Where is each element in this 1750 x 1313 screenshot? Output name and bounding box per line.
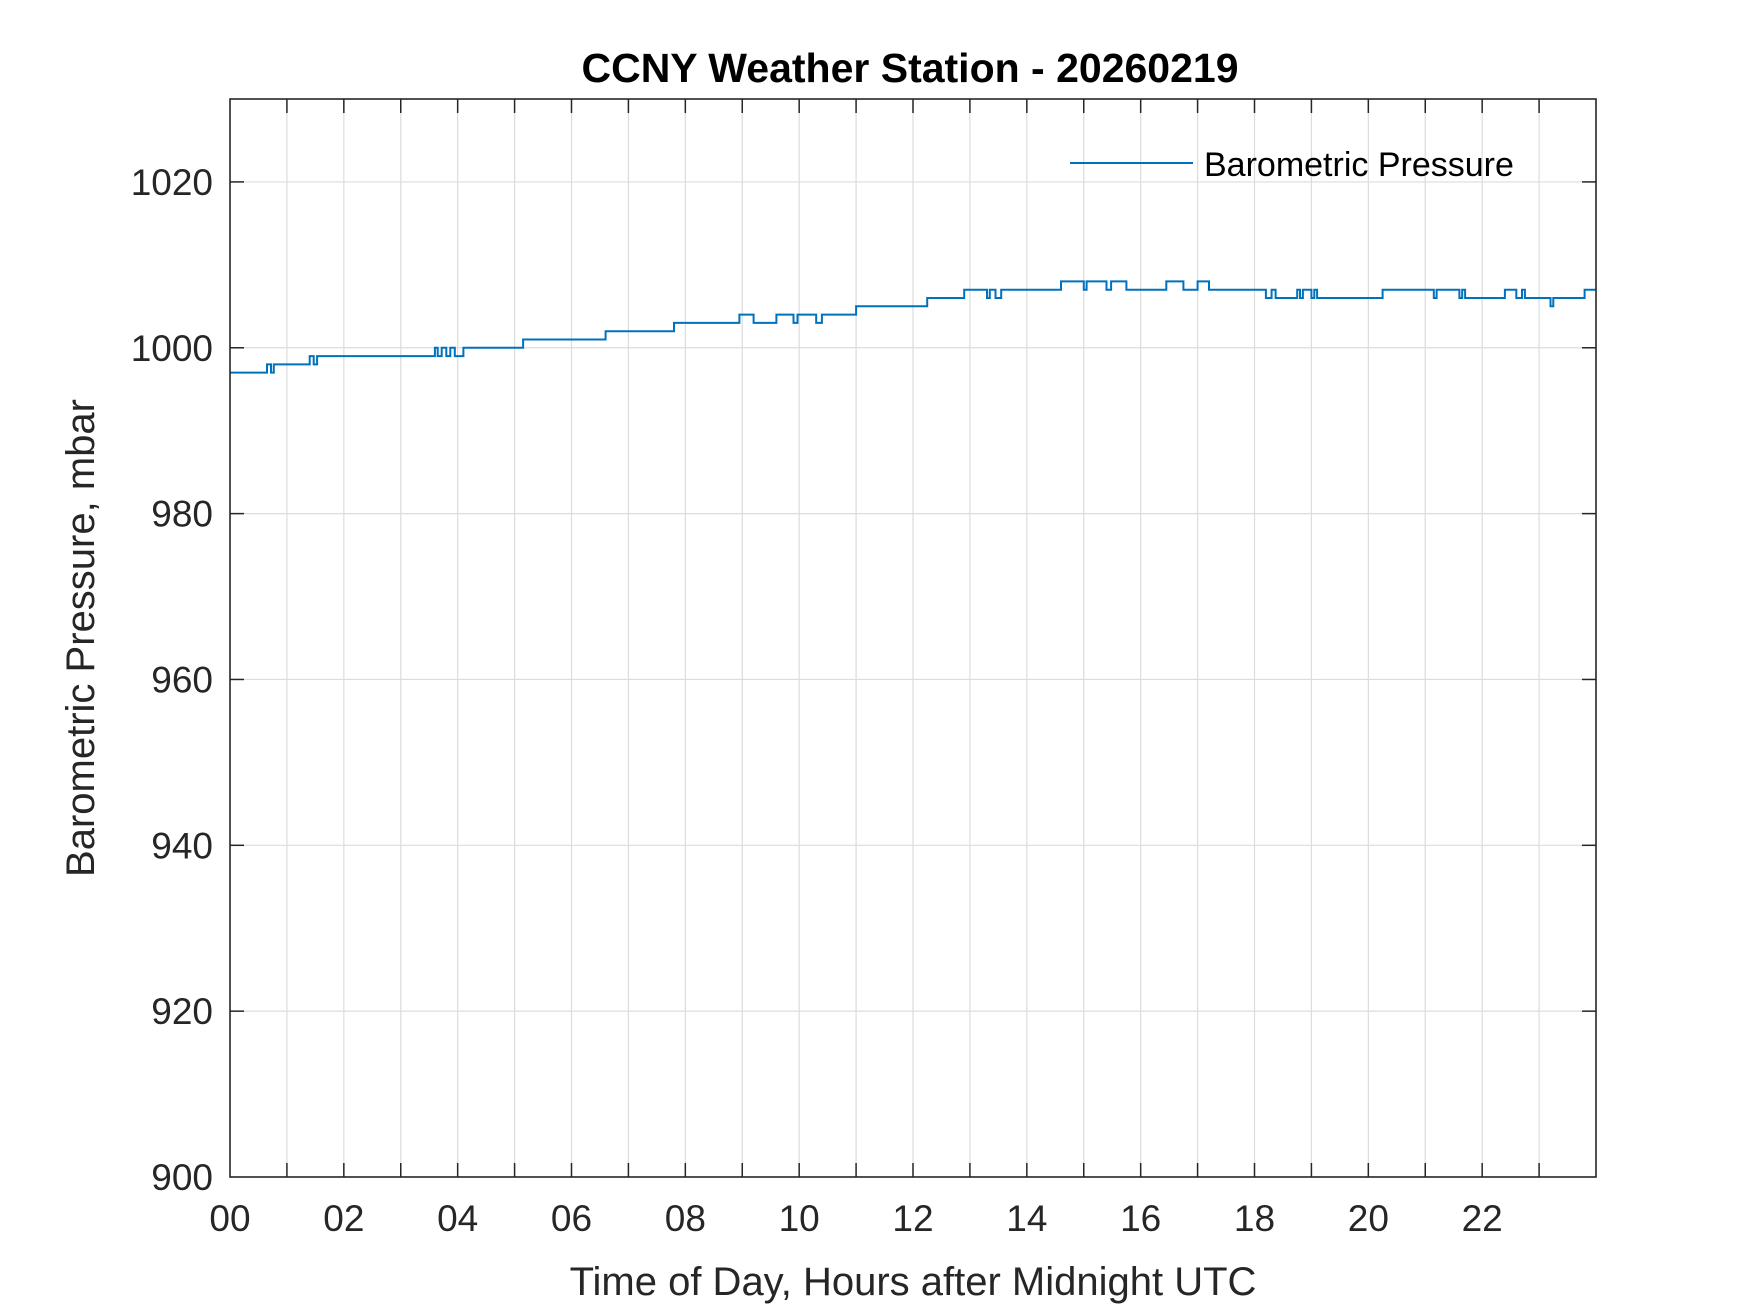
x-axis-label: Time of Day, Hours after Midnight UTC: [570, 1260, 1257, 1304]
x-tick-label: 08: [665, 1198, 706, 1239]
y-grid: [230, 181, 1596, 1012]
x-tick-label: 10: [779, 1198, 820, 1239]
x-tick-label: 04: [437, 1198, 478, 1239]
y-tick-label: 1000: [131, 328, 213, 369]
y-tick-label: 920: [151, 991, 213, 1032]
x-tick-label: 00: [209, 1198, 250, 1239]
axes-frame: [229, 98, 1597, 1178]
y-tick-label: 900: [151, 1157, 213, 1198]
x-tick-label: 20: [1348, 1198, 1389, 1239]
x-tick-label: 14: [1006, 1198, 1047, 1239]
y-tick-label: 980: [151, 494, 213, 535]
y-tick-label: 960: [151, 659, 213, 700]
legend: Barometric Pressure: [1070, 146, 1514, 184]
x-tick-label: 12: [892, 1198, 933, 1239]
chart-title: CCNY Weather Station - 20260219: [581, 45, 1238, 91]
legend-label: Barometric Pressure: [1204, 146, 1514, 184]
y-axis-label: Barometric Pressure, mbar: [59, 399, 103, 877]
x-tick-label: 16: [1120, 1198, 1161, 1239]
x-tick-labels: 00 02 04 06 08 10 12 14 16 18 20 22: [209, 1198, 1502, 1239]
y-tick-labels: 900 920 940 960 980 1000 1020: [131, 162, 213, 1198]
x-tick-label: 02: [323, 1198, 364, 1239]
x-grid: [286, 99, 1540, 1177]
barometric-pressure-line: [230, 280, 1596, 374]
y-tick-label: 1020: [131, 162, 213, 203]
axis-ticks: [230, 99, 1596, 1177]
y-tick-label: 940: [151, 825, 213, 866]
x-tick-label: 06: [551, 1198, 592, 1239]
x-tick-label: 18: [1234, 1198, 1275, 1239]
x-tick-label: 22: [1462, 1198, 1503, 1239]
